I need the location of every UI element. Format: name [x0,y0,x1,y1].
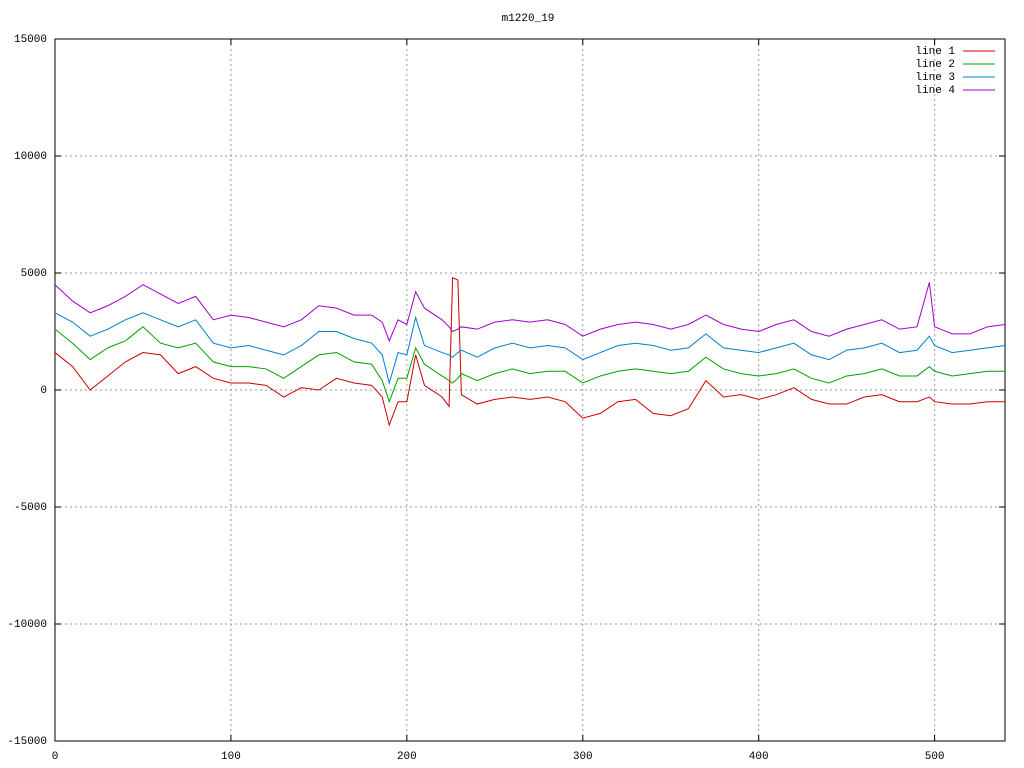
y-tick-label: -15000 [7,736,47,748]
legend-label: line 3 [915,72,955,84]
y-tick-label: -5000 [14,502,47,514]
x-tick-label: 200 [397,751,417,763]
chart-title: m1220_19 [502,13,555,25]
data-line [54,326,1005,404]
legend-label: line 2 [915,59,955,71]
x-tick-label: 500 [925,751,945,763]
data-line [54,276,1005,427]
y-tick-label: 15000 [14,34,47,46]
x-tick-label: 100 [221,751,241,763]
x-tick-label: 400 [749,751,769,763]
legend-label: line 1 [915,46,955,58]
legend-label: line 4 [915,85,955,97]
y-tick-label: 5000 [21,268,47,280]
x-tick-label: 0 [52,751,59,763]
data-line [54,312,1006,385]
plot-frame [54,38,1006,742]
y-tick-label: 10000 [14,151,47,163]
y-tick-label: -10000 [7,619,47,631]
data-line [54,282,1006,343]
y-tick-label: 0 [40,385,47,397]
x-tick-label: 300 [573,751,593,763]
